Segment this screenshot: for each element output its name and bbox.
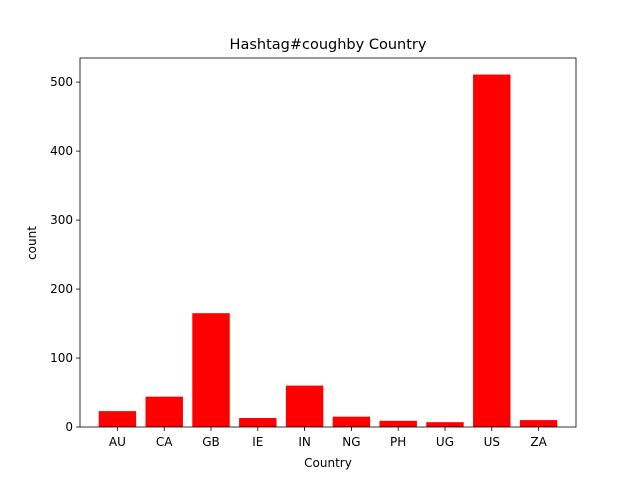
bar-ca [145,396,183,427]
x-tick-label: IE [252,435,263,449]
bar-ph [379,420,417,427]
x-tick-label: NG [342,435,360,449]
x-tick-label: ZA [530,435,547,449]
y-tick-label: 500 [50,75,73,89]
y-axis-label: count [25,226,39,260]
x-axis-label: Country [304,456,352,470]
x-tick-label: UG [436,435,454,449]
x-axis: AU CA GB IE IN NG PH UG US ZA [109,427,548,449]
bars [98,74,558,427]
x-tick-label: AU [109,435,126,449]
x-tick-label: IN [298,435,311,449]
y-tick-label: 0 [65,420,73,434]
bar-gb [192,313,230,427]
bar-us [473,74,511,427]
x-tick-label: GB [202,435,220,449]
y-tick-label: 200 [50,282,73,296]
y-axis: 0 100 200 300 400 500 [50,75,80,434]
chart-title: Hashtag#coughby Country [230,37,427,53]
x-tick-label: US [484,435,500,449]
x-tick-label: PH [390,435,406,449]
y-tick-label: 100 [50,351,73,365]
bar-in [285,385,324,427]
bar-ug [426,422,464,427]
x-tick-label: CA [156,435,173,449]
bar-za [519,420,558,427]
y-tick-label: 400 [50,144,73,158]
bar-au [98,411,137,427]
y-tick-label: 300 [50,213,73,227]
plot-frame [79,57,577,428]
bar-ng [332,416,371,427]
bar-ie [239,418,277,427]
